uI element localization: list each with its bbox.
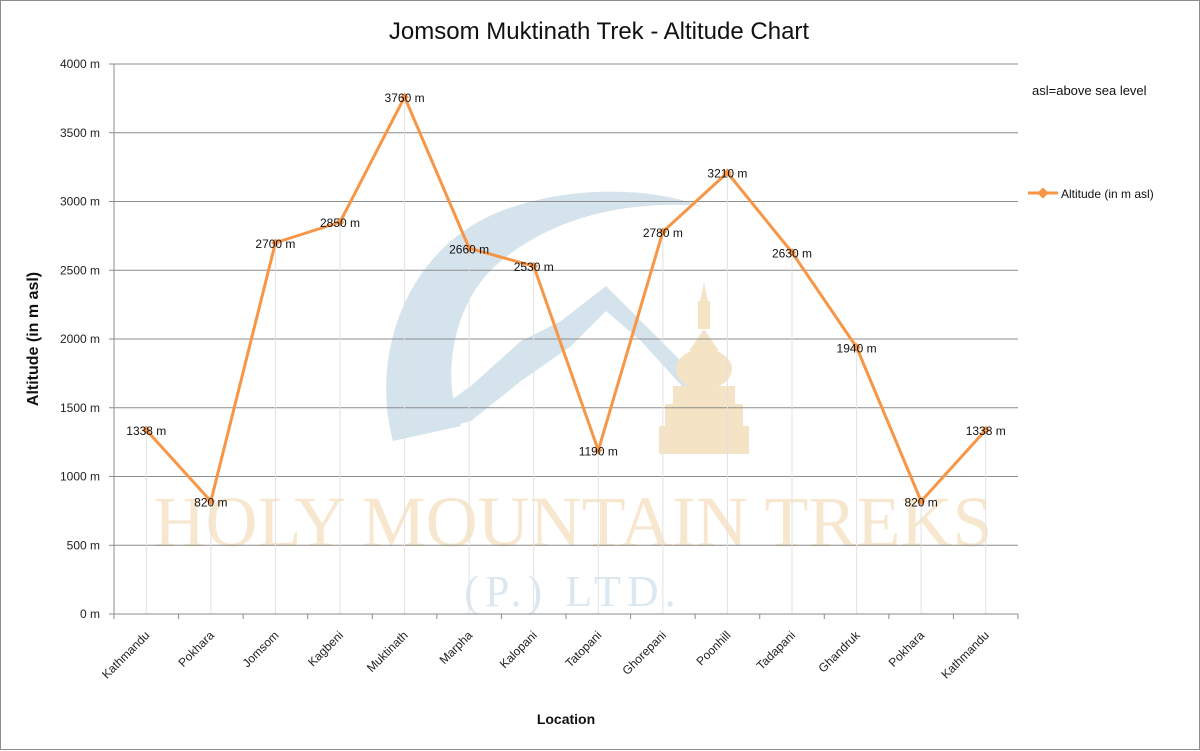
y-tick-label: 4000 m [60, 57, 100, 71]
data-label: 3760 m [385, 91, 425, 105]
y-tick-label: 2000 m [60, 332, 100, 346]
x-tick-label: Kathmandu [99, 628, 152, 681]
category-gridlines [145, 97, 987, 614]
data-point [206, 497, 216, 506]
data-label: 3210 m [707, 167, 747, 181]
axes [109, 63, 1019, 619]
legend: Altitude (in m asl) [1028, 187, 1154, 201]
x-tick-label: Tatopani [562, 628, 604, 670]
series-line [145, 95, 987, 503]
asl-note: asl=above sea level [1032, 83, 1147, 98]
data-label: 2850 m [320, 216, 360, 230]
data-point [464, 244, 474, 253]
y-tick-label: 1500 m [60, 401, 100, 415]
data-point [852, 343, 861, 352]
x-tick-label: Pokhara [886, 628, 928, 670]
x-tick-label: Marpha [437, 628, 476, 667]
data-label: 1338 m [966, 424, 1006, 438]
x-tick-label: Pokhara [175, 628, 217, 670]
y-tick-label: 0 m [80, 607, 100, 621]
data-labels: 1338 m 820 m 2700 m 2850 m 3760 m 2660 m 2530 … [126, 91, 1005, 509]
legend-label: Altitude (in m asl) [1061, 187, 1154, 201]
x-tick-label: Kathmandu [939, 628, 992, 681]
data-label: 2660 m [449, 242, 489, 256]
watermark-stupa [659, 283, 749, 454]
x-tick-labels: Kathmandu Pokhara Jomsom Kagbeni Muktinath Ma… [99, 628, 992, 682]
x-tick-label: Tadapani [754, 628, 798, 672]
x-tick-label: Poonhill [693, 628, 733, 668]
gridlines [114, 63, 1018, 546]
x-tick-label: Ghorepani [619, 628, 669, 678]
x-tick-label: Muktinath [364, 628, 411, 675]
x-tick-label: Kalopani [497, 628, 540, 671]
watermark: HOLY MOUNTAIN TREKS (P.) LTD. [153, 191, 993, 616]
y-tick-label: 1000 m [60, 470, 100, 484]
data-point [594, 446, 603, 455]
data-label: 1338 m [126, 424, 166, 438]
data-point [529, 261, 538, 271]
data-label: 2700 m [255, 237, 295, 251]
legend-marker [1037, 187, 1049, 199]
y-tick-label: 3000 m [60, 195, 100, 209]
data-label: 2630 m [772, 246, 812, 260]
series-altitude [142, 92, 990, 506]
y-tick-labels: 0 m 500 m 1000 m 1500 m 2000 m 2500 m 3000 m 35… [60, 57, 100, 621]
watermark-mountain [393, 286, 701, 441]
data-point [142, 425, 151, 435]
x-tick-label: Ghandruk [816, 628, 864, 676]
data-label: 2780 m [643, 226, 683, 240]
y-tick-label: 2500 m [60, 263, 100, 277]
data-label: 820 m [904, 495, 937, 509]
y-tick-label: 500 m [67, 538, 100, 552]
y-tick-label: 3500 m [60, 126, 100, 140]
watermark-brand: HOLY MOUNTAIN TREKS [153, 482, 992, 562]
data-point [916, 497, 926, 506]
x-tick-label: Jomsom [240, 628, 282, 670]
watermark-sub: (P.) LTD. [464, 567, 681, 616]
y-axis-title: Altitude (in m asl) [25, 272, 42, 406]
chart-title: Jomsom Muktinath Trek - Altitude Chart [389, 18, 809, 45]
watermark-swoosh [386, 191, 701, 441]
x-tick-label: Kagbeni [305, 628, 346, 669]
data-label: 1940 m [837, 341, 877, 355]
data-label: 1190 m [579, 444, 618, 458]
data-point [271, 238, 280, 247]
data-label: 820 m [194, 495, 227, 509]
data-point [400, 92, 409, 102]
data-label: 2530 m [514, 260, 554, 274]
data-point [981, 425, 990, 435]
x-axis-title: Location [537, 711, 595, 727]
data-point [335, 217, 345, 227]
